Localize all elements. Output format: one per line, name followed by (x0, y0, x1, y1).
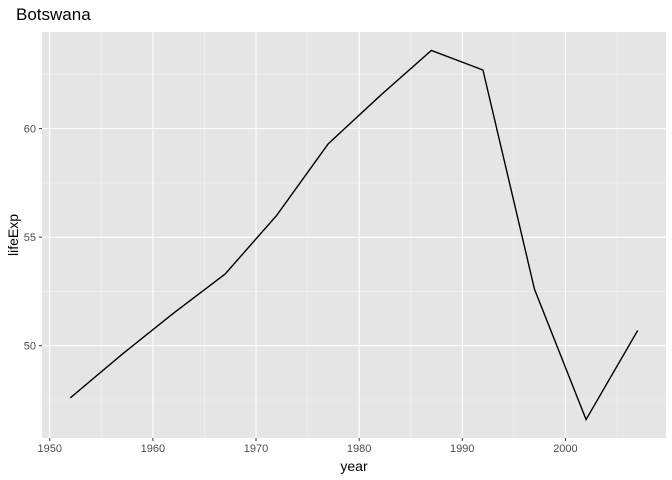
y-tick-label: 55 (24, 232, 36, 244)
y-tick-label: 50 (24, 341, 36, 353)
minor-grid (42, 32, 666, 438)
major-grid (42, 32, 666, 438)
x-tick-label: 1980 (347, 443, 371, 455)
x-tick-label: 1960 (141, 443, 165, 455)
x-tick-label: 1950 (37, 443, 61, 455)
x-axis-title: year (340, 458, 368, 474)
x-tick-label: 2000 (553, 443, 577, 455)
series-line-lifeexp (69, 49, 639, 422)
x-tick-label: 1970 (244, 443, 268, 455)
y-axis-title: lifeExp (5, 214, 21, 256)
x-tick-label: 1990 (450, 443, 474, 455)
plot-panel (42, 32, 666, 438)
y-tick-label: 60 (24, 124, 36, 136)
chart-title: Botswana (16, 5, 91, 24)
x-axis-ticks: 1950 1960 1970 1980 1990 2000 (37, 438, 578, 455)
y-axis-ticks: 50 55 60 (24, 124, 42, 353)
